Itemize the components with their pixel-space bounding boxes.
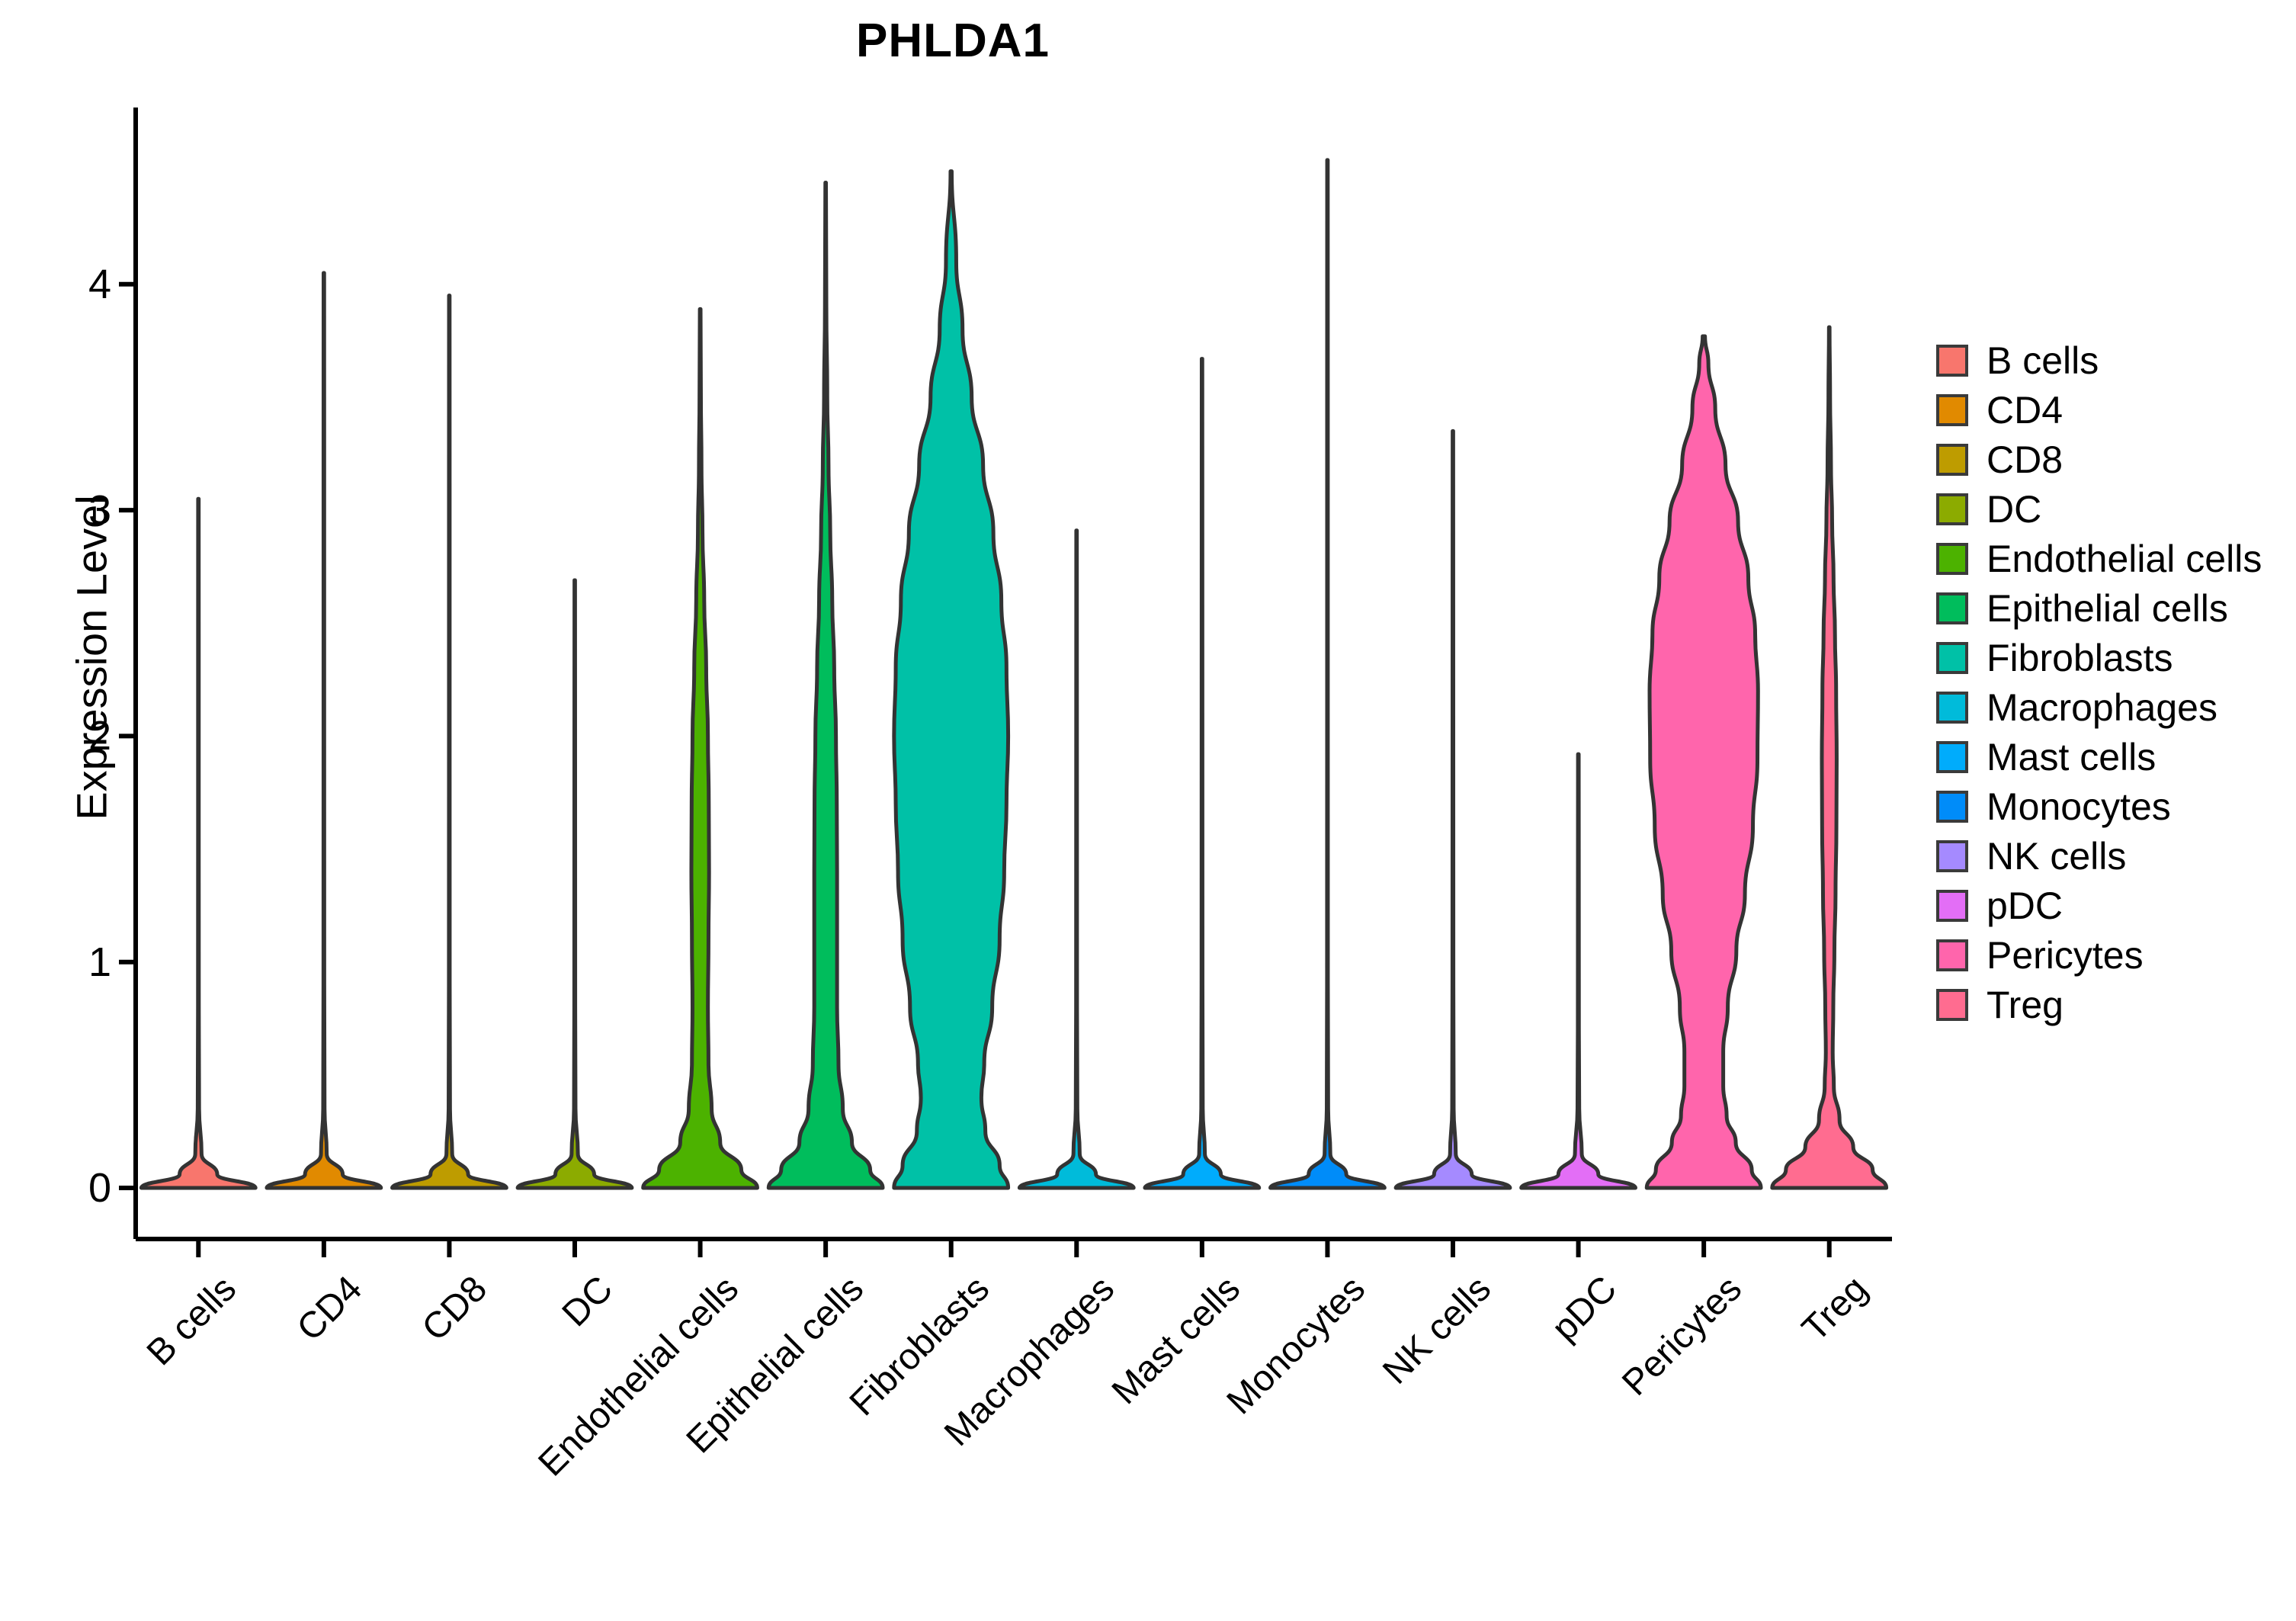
legend: B cells CD4 CD8 DC Endothelial cells Epitheli…	[1936, 335, 2262, 1029]
legend-label: CD8	[1987, 438, 2064, 481]
y-tick-label: 1	[88, 939, 111, 985]
legend-swatch-icon	[1936, 592, 1968, 624]
legend-swatch-icon	[1936, 988, 1968, 1021]
violin-dc	[515, 578, 634, 1190]
legend-label: DC	[1987, 487, 2042, 531]
legend-label: B cells	[1987, 339, 2099, 382]
legend-swatch-icon	[1936, 740, 1968, 773]
page-title: PHLDA1	[855, 14, 1050, 67]
violin-endothelial-cells	[641, 307, 759, 1190]
legend-label: Epithelial cells	[1987, 586, 2228, 630]
legend-swatch-icon	[1936, 691, 1968, 724]
legend-swatch-icon	[1936, 641, 1968, 674]
y-tick-label: 2	[88, 713, 111, 759]
legend-item[interactable]: NK cells	[1936, 831, 2262, 881]
violin-epithelial-cells	[766, 180, 885, 1190]
y-tick-label: 3	[88, 487, 111, 534]
legend-item[interactable]: Endothelial cells	[1936, 534, 2262, 583]
legend-item[interactable]: Fibroblasts	[1936, 633, 2262, 682]
y-tick-label: 0	[88, 1165, 111, 1211]
legend-swatch-icon	[1936, 839, 1968, 872]
legend-item[interactable]: CD8	[1936, 435, 2262, 484]
legend-label: Pericytes	[1987, 933, 2144, 977]
legend-swatch-icon	[1936, 790, 1968, 823]
legend-swatch-icon	[1936, 493, 1968, 525]
legend-swatch-icon	[1936, 443, 1968, 476]
violin-monocytes	[1268, 158, 1387, 1190]
violin-cd4	[265, 271, 383, 1190]
legend-item[interactable]: Mast cells	[1936, 732, 2262, 782]
legend-item[interactable]: Treg	[1936, 980, 2262, 1029]
violin-cd8	[390, 294, 508, 1190]
legend-label: Monocytes	[1987, 785, 2171, 828]
legend-swatch-icon	[1936, 393, 1968, 426]
legend-item[interactable]: Monocytes	[1936, 782, 2262, 831]
legend-swatch-icon	[1936, 939, 1968, 971]
legend-swatch-icon	[1936, 889, 1968, 922]
legend-label: Treg	[1987, 983, 2064, 1026]
plot-panel	[119, 108, 1892, 1257]
violin-fibroblasts	[892, 169, 1011, 1190]
violin-treg	[1770, 325, 1889, 1190]
legend-item[interactable]: pDC	[1936, 881, 2262, 930]
legend-item[interactable]: B cells	[1936, 335, 2262, 385]
violin-mast-cells	[1143, 357, 1262, 1190]
violin-pericytes	[1644, 334, 1763, 1190]
legend-label: CD4	[1987, 388, 2064, 432]
violin-nk-cells	[1393, 429, 1512, 1190]
violin-canvas	[119, 108, 1892, 1257]
legend-item[interactable]: CD4	[1936, 385, 2262, 435]
legend-label: NK cells	[1987, 834, 2127, 878]
legend-item[interactable]: DC	[1936, 484, 2262, 534]
legend-label: Endothelial cells	[1987, 537, 2262, 580]
violin-pdc	[1519, 752, 1637, 1190]
legend-swatch-icon	[1936, 344, 1968, 377]
legend-label: Macrophages	[1987, 685, 2217, 729]
legend-item[interactable]: Epithelial cells	[1936, 583, 2262, 633]
legend-swatch-icon	[1936, 542, 1968, 575]
legend-label: Mast cells	[1987, 735, 2157, 778]
legend-item[interactable]: Pericytes	[1936, 930, 2262, 980]
legend-label: pDC	[1987, 884, 2064, 927]
y-tick-label: 4	[88, 261, 111, 307]
violin-macrophages	[1017, 528, 1136, 1190]
legend-item[interactable]: Macrophages	[1936, 682, 2262, 732]
violin-b-cells	[139, 496, 258, 1190]
legend-label: Fibroblasts	[1987, 636, 2173, 679]
